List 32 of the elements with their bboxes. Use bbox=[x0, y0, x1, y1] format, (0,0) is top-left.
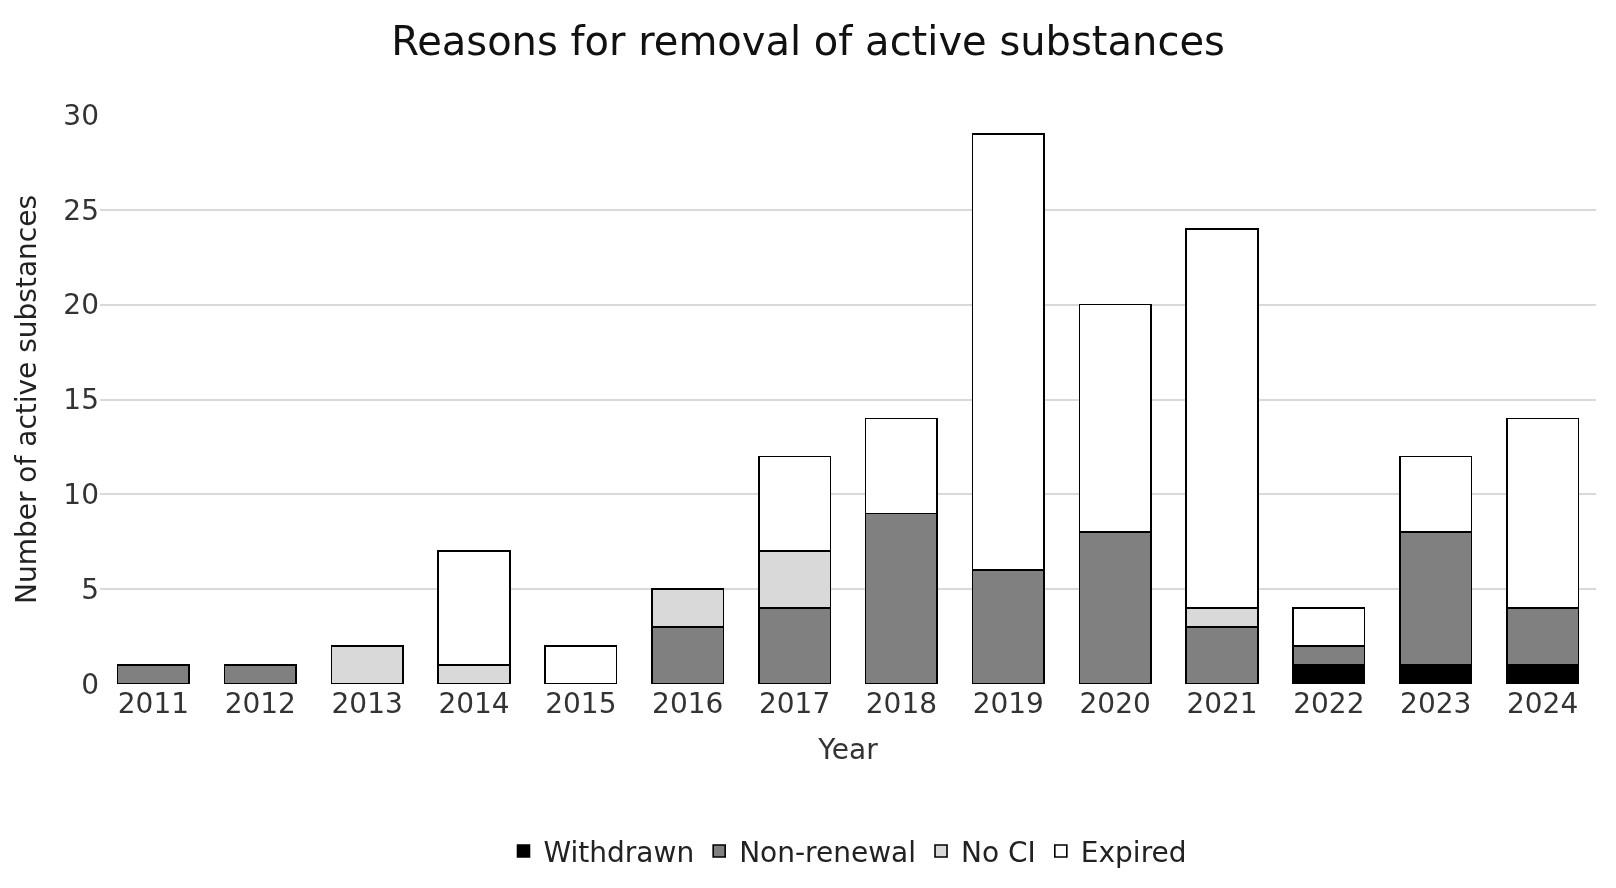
x-tick-label: 2021 bbox=[1186, 687, 1258, 720]
y-tick-label: 5 bbox=[81, 572, 99, 606]
x-tick-label: 2022 bbox=[1293, 687, 1365, 720]
y-axis-title: Number of active substances bbox=[10, 194, 44, 605]
x-tick-label: 2020 bbox=[1079, 687, 1151, 720]
x-tick-label: 2014 bbox=[438, 687, 510, 720]
bar bbox=[544, 645, 618, 684]
x-tick-label: 2018 bbox=[865, 687, 938, 720]
bar bbox=[116, 664, 191, 684]
y-tick-label: 10 bbox=[63, 478, 99, 512]
x-tick-label: 2011 bbox=[117, 687, 190, 720]
y-tick-label: 30 bbox=[63, 98, 99, 132]
bar bbox=[223, 664, 297, 684]
y-tick-label: 25 bbox=[63, 193, 99, 227]
x-tick-label: 2023 bbox=[1400, 687, 1472, 720]
x-axis-title: Year bbox=[817, 733, 879, 767]
x-tick-label: 2012 bbox=[224, 687, 296, 720]
y-tick-label: 15 bbox=[63, 383, 99, 417]
legend-label: No CI bbox=[961, 835, 1036, 869]
x-tick-label: 2017 bbox=[758, 687, 831, 720]
y-tick-label: 20 bbox=[63, 288, 99, 322]
bar bbox=[330, 645, 404, 684]
x-tick-label: 2016 bbox=[652, 687, 724, 720]
legend-label: Expired bbox=[1080, 835, 1187, 869]
y-tick-label: 0 bbox=[81, 667, 99, 701]
legend-label: Withdrawn bbox=[543, 835, 695, 869]
legend-label: Non-renewal bbox=[739, 835, 917, 869]
x-tick-label: 2015 bbox=[545, 687, 617, 720]
chart-title: Reasons for removal of active substances bbox=[391, 17, 1225, 64]
x-tick-label: 2013 bbox=[331, 687, 403, 720]
x-tick-label: 2024 bbox=[1506, 687, 1579, 720]
x-tick-label: 2019 bbox=[972, 687, 1044, 720]
